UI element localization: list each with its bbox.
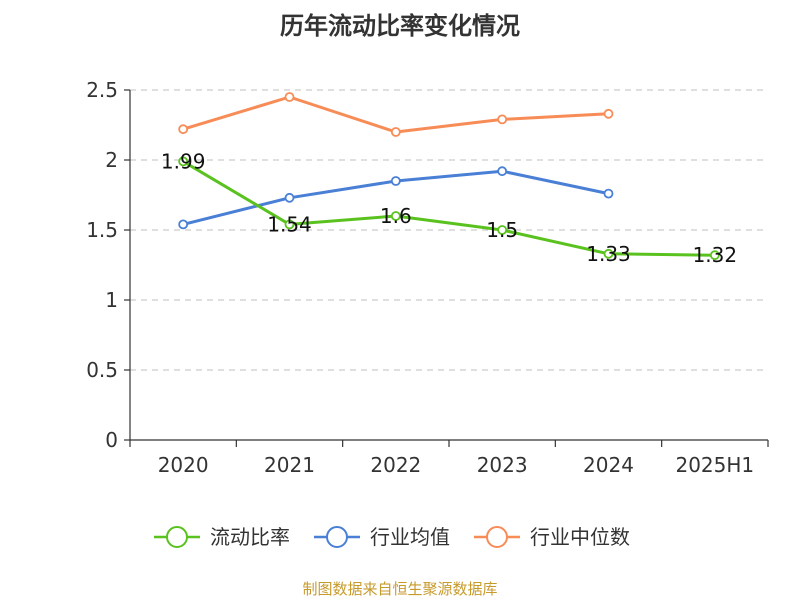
x-tick-label: 2024: [583, 453, 634, 477]
data-point: [284, 92, 295, 102]
x-tick-label: 2020: [158, 453, 209, 477]
x-tick-label: 2025H1: [675, 453, 754, 477]
x-tick-label: 2023: [477, 453, 528, 477]
series-1: [178, 166, 614, 230]
source-note: 制图数据来自恒生聚源数据库: [302, 580, 498, 598]
data-point: [178, 156, 189, 167]
legend-marker: [486, 526, 508, 548]
legend-item-0: 流动比率: [154, 525, 290, 549]
y-tick-label: 2: [105, 148, 118, 172]
data-point: [178, 219, 189, 230]
data-label: 1.99: [161, 149, 206, 173]
data-point: [390, 176, 401, 186]
series-2: [178, 92, 614, 137]
data-label: 1.32: [693, 243, 738, 267]
legend-label: 流动比率: [210, 525, 290, 549]
x-tick-label: 2021: [264, 453, 315, 477]
series-line: [182, 160, 715, 257]
data-point: [709, 250, 720, 261]
legend-label: 行业中位数: [530, 525, 630, 549]
legend-item-1: 行业均值: [314, 525, 450, 549]
y-tick-label: 1: [105, 288, 118, 312]
y-tick-label: 0.5: [86, 358, 118, 382]
legend-marker: [166, 526, 188, 548]
data-label: 1.54: [267, 212, 312, 236]
x-tick-label: 2022: [370, 453, 421, 477]
chart-title: 历年流动比率变化情况: [280, 12, 520, 40]
data-point: [603, 108, 614, 119]
legend-item-2: 行业中位数: [474, 525, 630, 549]
legend-marker: [326, 526, 348, 548]
y-tick-label: 1.5: [86, 218, 118, 242]
data-point: [497, 166, 508, 177]
series-0: 1.99 1.54 1.6 1.5 1.33 1.32: [161, 149, 737, 267]
data-point: [390, 211, 401, 221]
data-point: [390, 127, 401, 137]
data-point: [497, 114, 508, 125]
data-point: [178, 124, 189, 135]
legend-label: 行业均值: [370, 525, 450, 549]
data-point: [603, 188, 614, 199]
data-point: [284, 219, 295, 230]
series-line: [182, 95, 609, 134]
data-label: 1.5: [486, 218, 518, 242]
data-point: [603, 248, 614, 259]
y-tick-label: 2.5: [86, 78, 118, 102]
data-point: [284, 192, 295, 203]
data-label: 1.6: [380, 204, 412, 228]
y-tick-label: 0: [105, 428, 118, 452]
data-point: [497, 225, 508, 235]
data-label: 1.33: [586, 242, 631, 266]
